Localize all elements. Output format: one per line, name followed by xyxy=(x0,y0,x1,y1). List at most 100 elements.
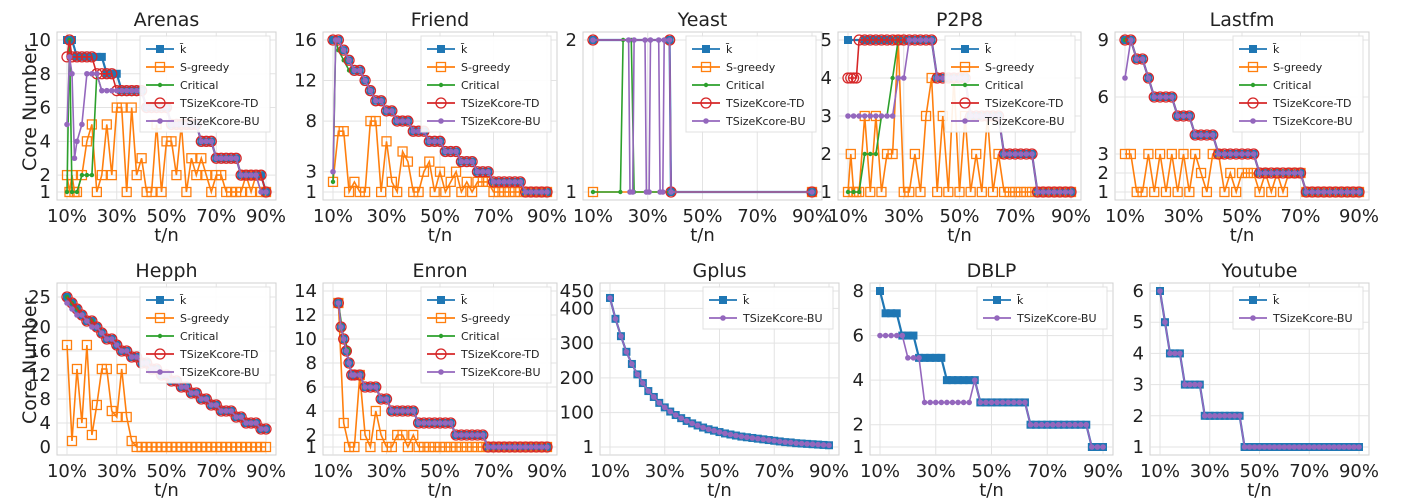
x-tick-label: 70% xyxy=(754,461,794,482)
y-tick-label: 2 xyxy=(821,144,832,165)
bu-point xyxy=(480,432,486,438)
bu-point xyxy=(458,432,465,438)
y-tick-label: 3 xyxy=(1133,375,1144,396)
x-tick-label: 10% xyxy=(1140,461,1180,482)
sgreedy-point xyxy=(186,153,197,164)
bu-point xyxy=(678,415,684,421)
x-tick-label: 10% xyxy=(590,461,630,482)
bu-point xyxy=(660,189,666,195)
sgreedy-point xyxy=(1225,167,1236,179)
sgreedy-point xyxy=(976,186,987,198)
bu-point xyxy=(64,300,70,306)
sgreedy-point xyxy=(1266,186,1277,198)
chart-title: Yeast xyxy=(677,9,728,31)
bu-point xyxy=(104,87,110,94)
bu-point xyxy=(123,87,130,94)
kbar-point xyxy=(954,376,963,385)
bu-point xyxy=(983,399,989,406)
td-point xyxy=(435,97,447,109)
td-point xyxy=(154,348,166,360)
x-axis-label: t/n xyxy=(1247,480,1272,498)
bu-point xyxy=(208,138,215,145)
bu-point xyxy=(873,113,879,119)
bu-point xyxy=(629,361,635,367)
sgreedy-point xyxy=(1154,148,1166,160)
bu-point xyxy=(203,396,210,402)
bu-point xyxy=(157,369,163,375)
bu-point xyxy=(1034,189,1041,195)
kbar-point xyxy=(965,376,974,385)
bu-point xyxy=(410,128,417,134)
bu-point xyxy=(538,189,545,195)
sgreedy-point xyxy=(365,441,376,453)
sgreedy-point xyxy=(206,186,217,198)
chart-panel-p2p8: 10% 30% 50% 70% 90% 1 2 3 4 5 P2P8 t/n k̄ S-greedy Cri… xyxy=(821,9,1091,246)
chart-title: Friend xyxy=(411,9,469,31)
bu-point xyxy=(438,369,444,375)
bu-point xyxy=(705,426,712,433)
x-axis-label: t/n xyxy=(979,480,1004,498)
y-axis-label-bottom: Core Number xyxy=(19,297,41,424)
kbar-point xyxy=(97,52,106,61)
bu-point xyxy=(1250,118,1256,124)
bu-point xyxy=(623,349,630,355)
legend-label: Critical xyxy=(180,330,218,343)
chart-panel-yeast: 10% 30% 50% 70% 90% 1 2 Yeast t/n k̄ S-greedy Criti… xyxy=(566,9,832,246)
bu-point xyxy=(1006,151,1013,157)
bu-point xyxy=(1221,151,1228,157)
bu-point xyxy=(661,37,667,43)
kbar-point xyxy=(1249,296,1257,304)
y-tick-label: 9 xyxy=(1098,30,1109,51)
sgreedy-point xyxy=(408,429,419,441)
bu-point xyxy=(340,336,347,342)
y-tick-label: 4 xyxy=(853,370,864,391)
x-tick-label: 30% xyxy=(916,461,956,482)
sgreedy-point xyxy=(106,169,117,181)
bu-point xyxy=(722,430,728,437)
sgreedy-point xyxy=(349,176,360,188)
bu-point xyxy=(895,75,901,81)
bu-point xyxy=(480,168,486,175)
bu-point xyxy=(1050,421,1056,428)
sgreedy-point xyxy=(440,441,451,453)
y-tick-label: 1 xyxy=(40,182,51,203)
x-axis-label: t/n xyxy=(707,480,732,498)
sgreedy-point xyxy=(381,136,392,147)
sgreedy-point xyxy=(865,186,876,198)
bu-point xyxy=(733,432,739,439)
bu-point xyxy=(113,342,120,348)
legend-box xyxy=(702,286,834,330)
bu-point xyxy=(1055,421,1062,428)
x-tick-label: 50% xyxy=(146,461,186,482)
bu-point xyxy=(243,172,249,178)
critical-point xyxy=(856,189,862,195)
bu-point xyxy=(618,333,624,339)
x-tick-label: 50% xyxy=(699,461,739,482)
bu-point xyxy=(389,408,395,414)
bu-point xyxy=(213,402,220,408)
x-tick-label: 50% xyxy=(1222,206,1262,227)
bu-point xyxy=(183,384,190,390)
bu-point xyxy=(517,444,524,450)
bu-point xyxy=(1005,399,1012,406)
bu-point xyxy=(629,189,636,195)
bu-point xyxy=(1180,113,1187,119)
bu-point xyxy=(346,360,352,366)
bu-point xyxy=(912,37,918,43)
bu-point xyxy=(655,37,662,43)
sgreedy-point xyxy=(121,411,132,423)
bu-point xyxy=(223,408,229,414)
bu-point xyxy=(1100,444,1106,450)
bu-point xyxy=(921,399,928,406)
bu-point xyxy=(378,396,384,402)
x-tick-label: 30% xyxy=(366,206,406,227)
bu-point xyxy=(1122,75,1128,81)
kbar-point xyxy=(719,296,727,304)
sgreedy-point xyxy=(359,186,371,198)
bu-point xyxy=(104,336,110,342)
y-tick-label: 2 xyxy=(306,425,317,446)
kbar-point xyxy=(909,331,918,340)
bu-point xyxy=(544,189,550,195)
bu-point xyxy=(793,440,799,446)
bu-point xyxy=(905,355,911,361)
